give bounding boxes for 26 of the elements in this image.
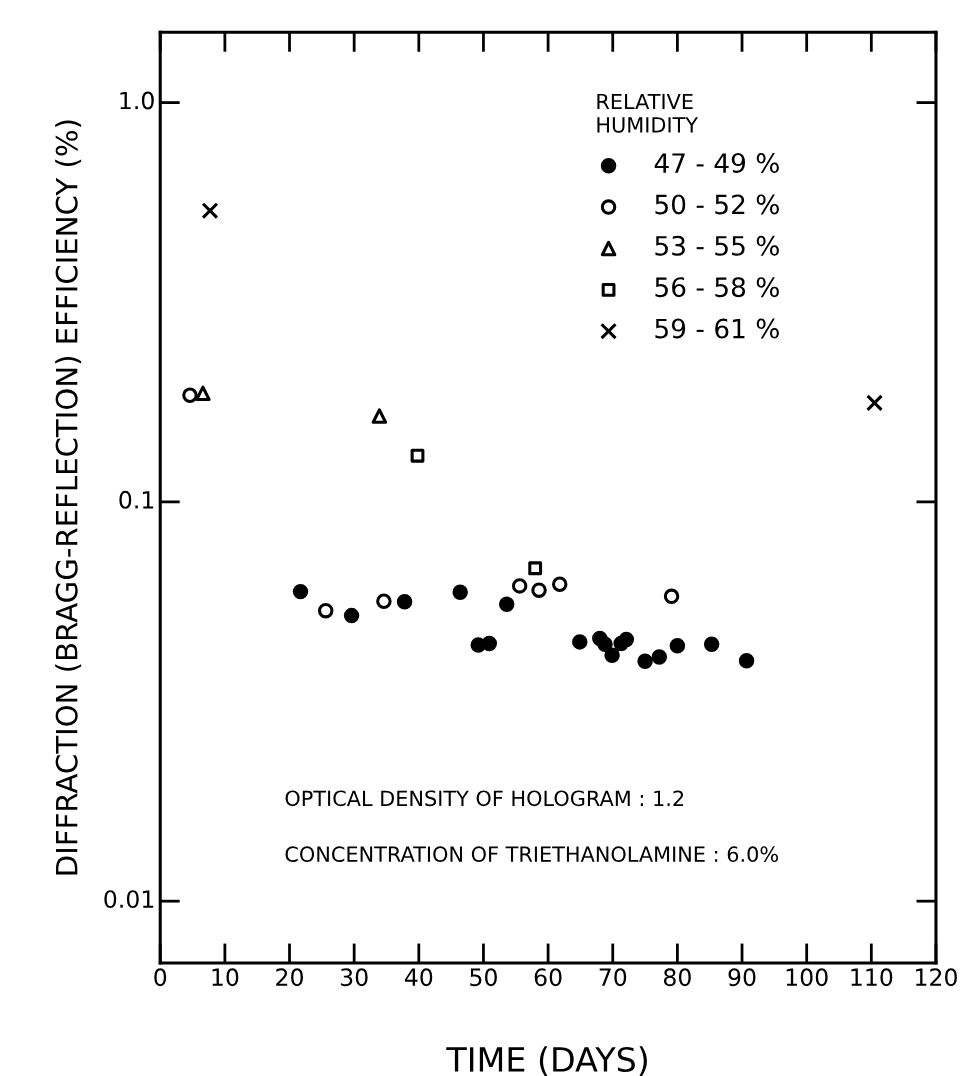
y-tick-label: 0.01	[104, 890, 154, 909]
x-axis-title: TIME (DAYS)	[446, 1046, 647, 1076]
x-tick-label: 30	[340, 968, 368, 987]
y-tick-label: 0.1	[119, 490, 154, 509]
x-tick-label: 80	[663, 968, 691, 987]
x-tick-label: 50	[470, 968, 497, 987]
annotation: OPTICAL DENSITY OF HOLOGRAM : 1.2	[285, 790, 684, 807]
x-tick-label: 20	[276, 968, 303, 987]
y-axis-title: DIFFRACTION (BRAGG-REFLECTION) EFFICIENCY (%)	[55, 120, 82, 875]
legend-label: 56 - 58 %	[655, 277, 779, 298]
legend-label: 59 - 61 %	[655, 318, 779, 339]
x-tick-label: 90	[728, 968, 756, 987]
legend-label: 50 - 52 %	[655, 194, 779, 215]
legend-label: 53 - 55 %	[655, 235, 779, 256]
legend-title: RELATIVE HUMIDITY	[597, 93, 699, 133]
legend-label: 47 - 49 %	[654, 153, 779, 174]
x-tick-label: 120	[916, 968, 957, 987]
y-tick-label: 1.0	[120, 91, 154, 110]
annotation: CONCENTRATION OF TRIETHANOLAMINE : 6.0%	[285, 846, 779, 863]
x-tick-label: 70	[599, 968, 627, 987]
x-tick-label: 60	[534, 968, 562, 987]
x-tick-label: 10	[212, 968, 239, 987]
x-tick-label: 0	[154, 968, 167, 987]
x-tick-label: 100	[786, 968, 828, 987]
x-tick-label: 40	[404, 968, 433, 987]
x-tick-label: 110	[851, 968, 893, 987]
